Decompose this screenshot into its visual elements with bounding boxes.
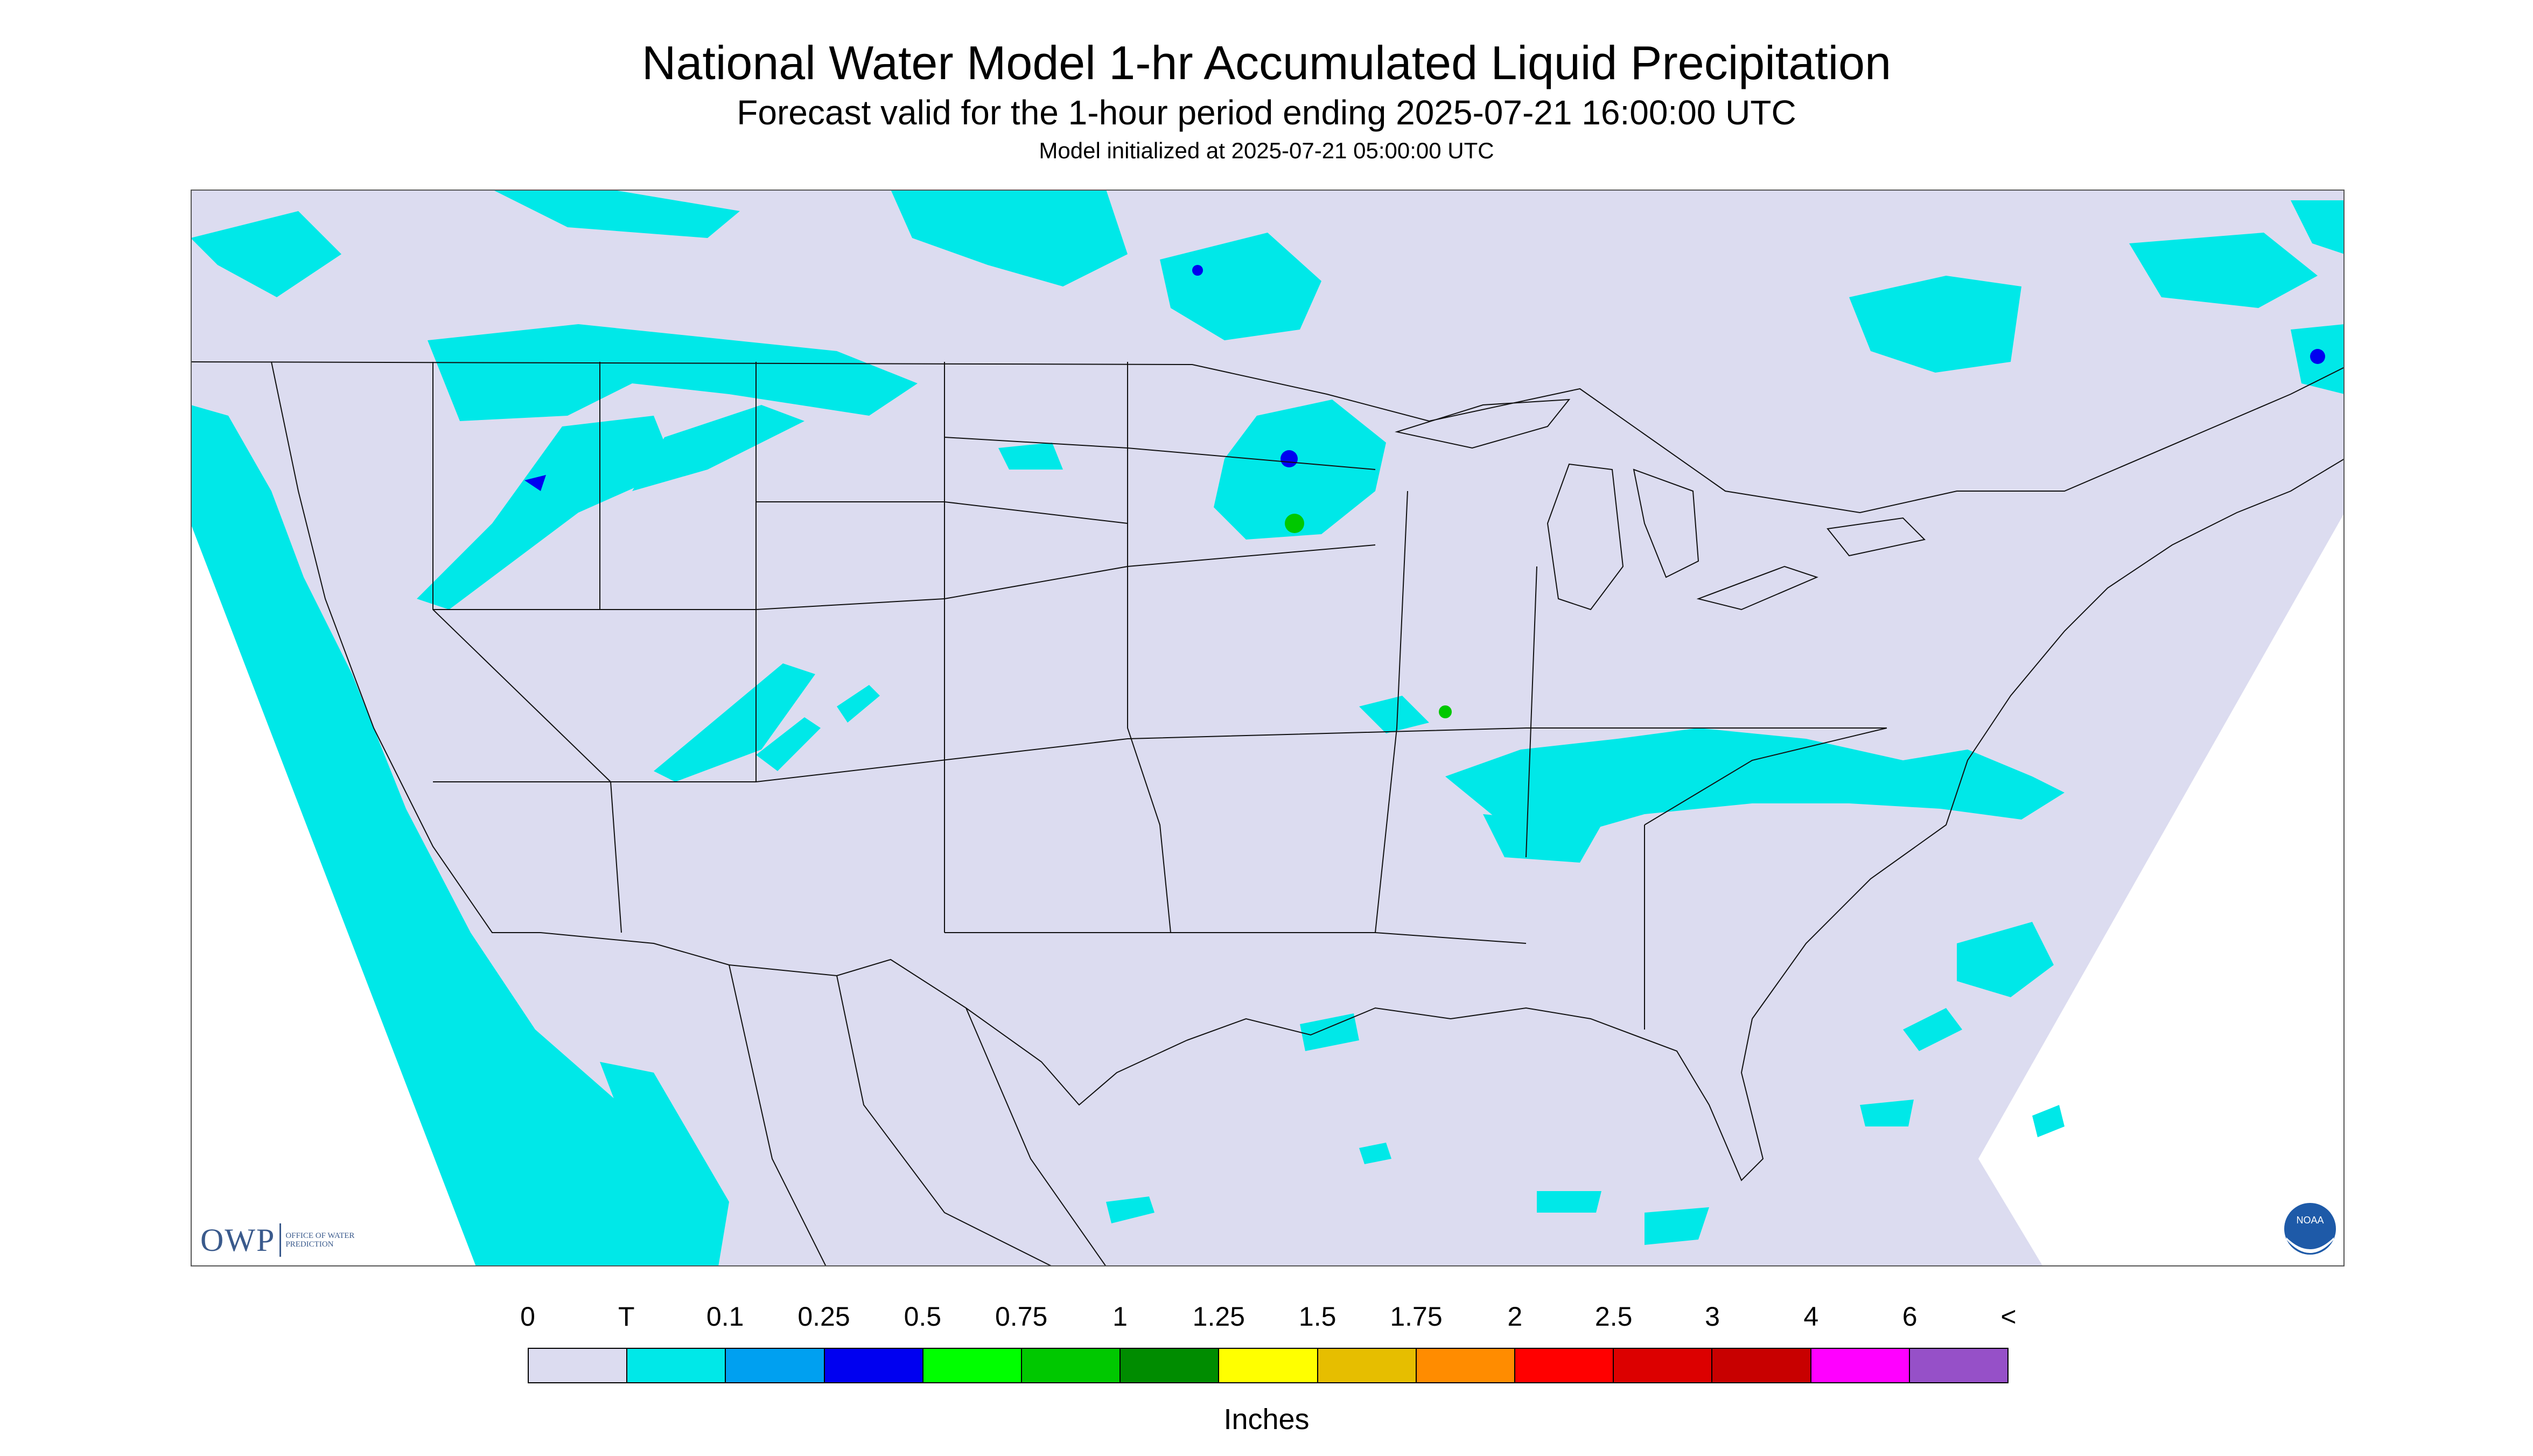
legend-swatch	[1515, 1349, 1614, 1382]
legend-label: <	[2000, 1301, 2017, 1332]
noaa-logo-text: NOAA	[2296, 1215, 2324, 1226]
owp-logo: OWP OFFICE OF WATER PREDICTION	[200, 1221, 361, 1259]
model-init-text: Model initialized at 2025-07-21 05:00:00…	[1039, 138, 1494, 163]
legend-swatch	[923, 1349, 1023, 1382]
legend-label: 0.75	[995, 1301, 1048, 1332]
legend-label: 4	[1803, 1301, 1819, 1332]
legend-swatch	[824, 1349, 923, 1382]
minnesota-precip	[891, 190, 1386, 540]
color-scale-bar	[528, 1348, 2009, 1383]
legend-swatch	[1909, 1349, 2008, 1382]
atlantic-precip	[1537, 922, 2065, 1245]
owp-logo-divider	[279, 1223, 282, 1257]
legend-label: 1	[1112, 1301, 1128, 1332]
boundaries	[191, 361, 2345, 1266]
legend-swatch	[1712, 1349, 1811, 1382]
legend-swatch	[726, 1349, 825, 1382]
legend-labels: 0 T 0.1 0.25 0.5 0.75 1 1.25 1.5 1.75 2 2.5 3 4 6 <	[0, 1301, 2533, 1339]
legend-label: 1.25	[1192, 1301, 1245, 1332]
legend-swatch	[1022, 1349, 1121, 1382]
pacific-precip	[191, 211, 708, 1266]
map-title: National Water Model 1-hr Accumulated Li…	[641, 36, 1892, 89]
legend-swatch	[1614, 1349, 1713, 1382]
gulf-precip	[1106, 1013, 1391, 1223]
legend-label: 3	[1705, 1301, 1720, 1332]
legend-label: 0.25	[797, 1301, 850, 1332]
legend-swatch	[1811, 1349, 1910, 1382]
precipitation-map: NOAA	[191, 190, 2345, 1266]
southwest-precip	[654, 663, 880, 782]
legend-swatch	[1121, 1349, 1220, 1382]
legend-label: 2	[1507, 1301, 1523, 1332]
legend-label: 0	[520, 1301, 535, 1332]
legend-label: 6	[1902, 1301, 1918, 1332]
legend-label: 0.1	[706, 1301, 744, 1332]
legend-label: 1.5	[1298, 1301, 1337, 1332]
mexico-precip	[600, 1062, 729, 1266]
map-subtitle: Forecast valid for the 1-hour period end…	[737, 93, 1796, 132]
owp-logo-text: OFFICE OF WATER PREDICTION	[285, 1231, 355, 1249]
legend-label: 2.5	[1594, 1301, 1633, 1332]
northwest-precip	[417, 190, 918, 610]
legend-swatch	[627, 1349, 726, 1382]
legend-swatch	[529, 1349, 628, 1382]
ohio-valley-precip	[1359, 696, 2065, 863]
noaa-logo: NOAA	[2284, 1203, 2336, 1255]
legend-units: Inches	[1223, 1403, 1310, 1436]
legend-swatch	[1219, 1349, 1318, 1382]
legend-label: 1.75	[1390, 1301, 1443, 1332]
legend-swatch	[1318, 1349, 1417, 1382]
legend-label: T	[618, 1301, 635, 1332]
canada-east-precip	[1849, 200, 2345, 394]
owp-logo-mark: OWP	[200, 1222, 276, 1258]
legend-label: 0.5	[904, 1301, 942, 1332]
legend-swatch	[1416, 1349, 1516, 1382]
